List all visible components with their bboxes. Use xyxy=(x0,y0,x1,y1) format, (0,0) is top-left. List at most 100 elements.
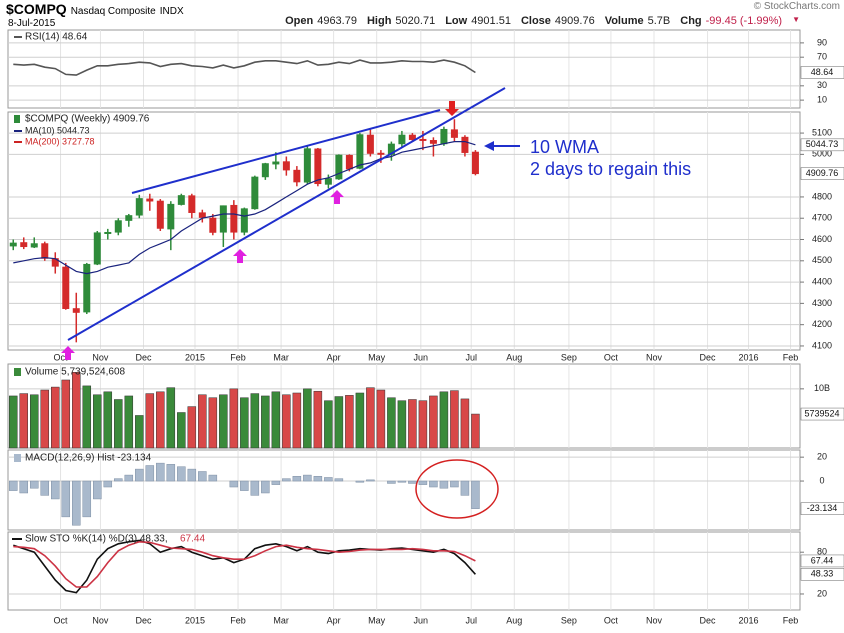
bar xyxy=(156,391,165,449)
exchange: INDX xyxy=(159,6,184,17)
value-box xyxy=(800,407,844,421)
bar xyxy=(19,480,29,494)
x-tick-label: Jul xyxy=(465,615,477,625)
value-box-label: -23.134 xyxy=(807,503,838,513)
y-tick-label: 70 xyxy=(817,52,827,62)
candle-body xyxy=(62,266,70,309)
bar xyxy=(135,468,144,482)
annotation: 2 days to regain this xyxy=(530,159,691,179)
candle-body xyxy=(20,242,28,248)
bar xyxy=(450,480,459,488)
x-tick-label: Feb xyxy=(783,352,799,362)
panel-title: Volume 5,739,524,608 xyxy=(25,367,126,378)
bar xyxy=(145,393,155,449)
x-tick-label: Apr xyxy=(327,352,341,362)
bar xyxy=(250,393,260,449)
bar xyxy=(177,412,186,449)
symbol-text: $COMPQ xyxy=(6,1,67,17)
candle-body xyxy=(219,205,227,233)
value-box-label: 48.33 xyxy=(811,569,834,579)
x-tick-label: Dec xyxy=(135,352,152,362)
up-arrow xyxy=(233,249,247,263)
moving-average xyxy=(13,141,476,275)
up-arrow xyxy=(61,346,75,360)
x-tick-label: May xyxy=(368,352,386,362)
bar xyxy=(439,391,449,449)
value-box xyxy=(800,502,844,515)
bar xyxy=(387,480,396,484)
x-tick-label: Nov xyxy=(646,352,663,362)
quote-label: Close xyxy=(520,15,551,27)
panel-frame xyxy=(7,111,801,351)
bar xyxy=(114,478,123,482)
bar xyxy=(387,397,396,449)
bar xyxy=(271,480,281,485)
candle-body xyxy=(209,217,217,233)
bar xyxy=(82,480,92,518)
candle-body xyxy=(72,308,80,313)
candle-body xyxy=(408,134,416,140)
value-box-label: 5044.73 xyxy=(806,139,839,149)
legend-label: MA(10) 5044.73 xyxy=(25,125,90,135)
candle-body xyxy=(345,154,353,170)
quote-label: Open xyxy=(285,15,314,27)
bar xyxy=(292,476,302,482)
bar xyxy=(324,400,333,449)
quote-value: 4909.76 xyxy=(554,15,595,27)
bar xyxy=(271,391,281,449)
bar xyxy=(366,387,375,449)
x-tick-label: Nov xyxy=(646,615,663,625)
bar xyxy=(198,394,207,449)
quote-label: Low xyxy=(445,15,468,27)
bar xyxy=(19,393,29,449)
y-tick-label: 4500 xyxy=(812,255,832,265)
x-tick-label: Sep xyxy=(561,615,577,625)
bar xyxy=(9,480,18,491)
candle-body xyxy=(83,263,91,313)
x-tick-label: Oct xyxy=(604,352,619,362)
x-tick-label: Dec xyxy=(700,352,717,362)
candle-body xyxy=(272,161,280,165)
bar xyxy=(429,480,438,488)
value-box xyxy=(800,167,844,180)
series-line xyxy=(13,59,476,76)
x-tick-label: Aug xyxy=(506,615,522,625)
candle-body xyxy=(471,151,479,175)
quote-value: -99.45 (-1.99%) xyxy=(705,15,783,27)
candle-body xyxy=(377,152,385,155)
candle-body xyxy=(419,138,427,141)
value-box xyxy=(800,66,844,79)
x-tick-label: Nov xyxy=(92,352,109,362)
bar xyxy=(250,480,260,496)
legend-icon xyxy=(14,368,21,376)
value-box xyxy=(800,138,844,152)
x-tick-label: Apr xyxy=(327,615,341,625)
x-tick-label: Feb xyxy=(230,615,246,625)
bar xyxy=(145,465,155,482)
bar xyxy=(114,399,123,449)
x-tick-label: Jun xyxy=(414,615,429,625)
candle-body xyxy=(167,203,175,230)
candle-body xyxy=(461,136,469,153)
candle-body xyxy=(188,195,196,213)
bar xyxy=(334,396,344,449)
legend-icon xyxy=(14,115,20,123)
bar xyxy=(313,476,323,482)
candle-body xyxy=(125,215,133,221)
value-box xyxy=(800,554,844,568)
candle-body xyxy=(41,243,49,259)
bar xyxy=(471,480,480,509)
candle-body xyxy=(324,178,332,185)
bar xyxy=(439,480,449,489)
bar xyxy=(219,394,228,449)
quote-value: 5020.71 xyxy=(395,15,436,27)
x-tick-label: 2015 xyxy=(185,352,205,362)
candle-body xyxy=(366,134,374,154)
bar xyxy=(376,389,386,449)
bar xyxy=(418,400,428,449)
panel-title: Slow STO %K(14) %D(3) 48.33, xyxy=(25,534,168,545)
up-arrow xyxy=(330,190,344,204)
legend-label: MA(200) 3727.78 xyxy=(25,136,95,146)
date: 8-Jul-2015 xyxy=(8,18,56,29)
